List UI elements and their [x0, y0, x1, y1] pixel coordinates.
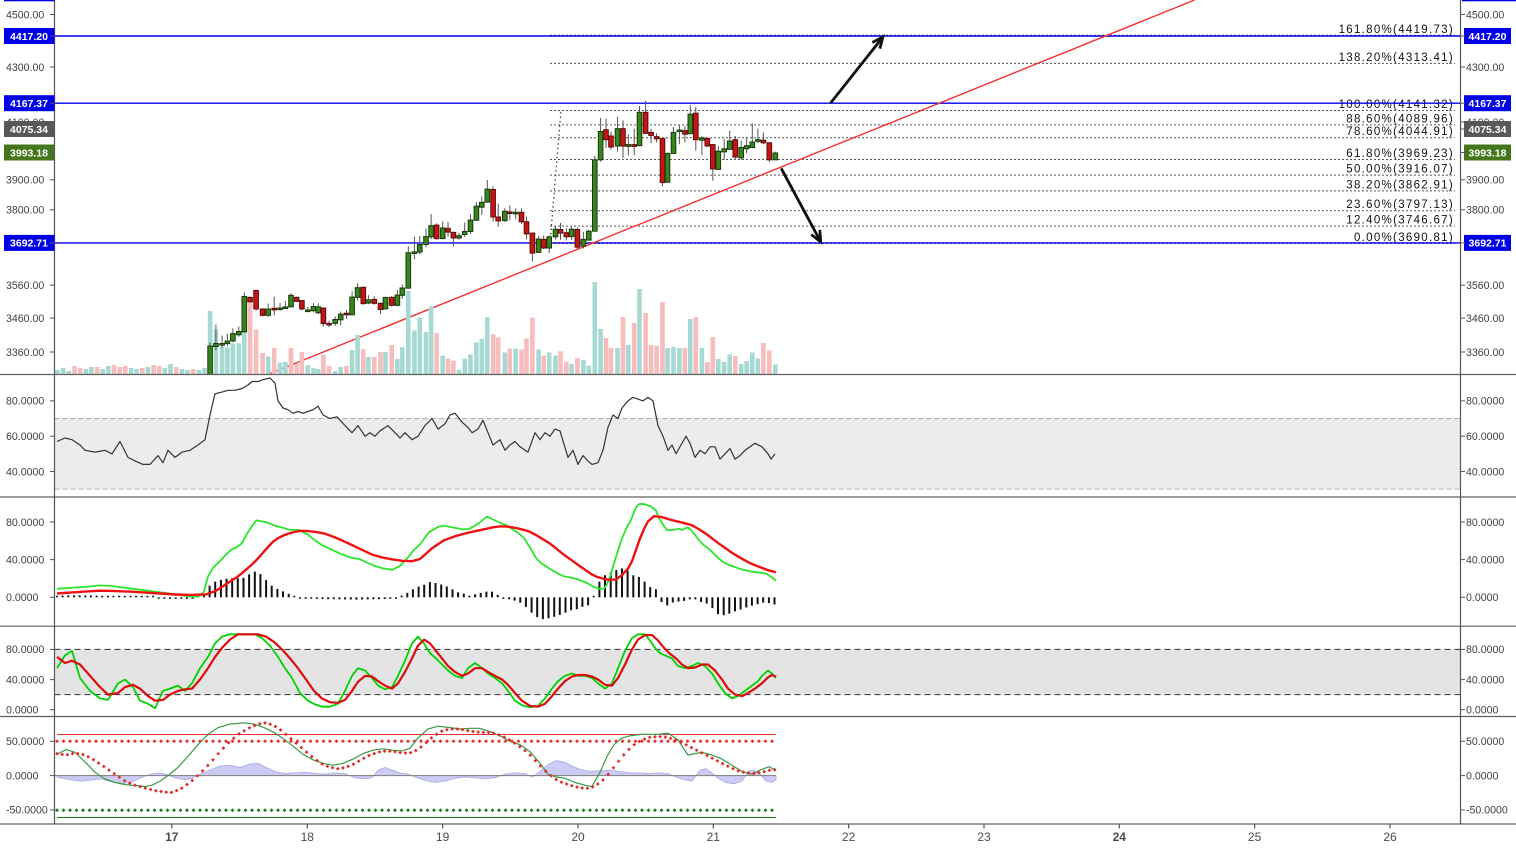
svg-text:0.0000: 0.0000: [1466, 705, 1499, 717]
svg-text:3692.71: 3692.71: [10, 238, 48, 250]
svg-text:3460.00: 3460.00: [6, 313, 44, 325]
svg-text:4500.00: 4500.00: [6, 9, 44, 21]
svg-text:0.0000: 0.0000: [6, 592, 39, 604]
svg-text:-50.0000: -50.0000: [6, 805, 48, 817]
svg-text:-50.0000: -50.0000: [1466, 805, 1508, 817]
svg-text:3800.00: 3800.00: [1466, 205, 1504, 217]
svg-text:3900.00: 3900.00: [6, 175, 44, 187]
svg-text:23: 23: [977, 830, 991, 844]
svg-text:24: 24: [1113, 830, 1127, 844]
svg-text:40.0000: 40.0000: [1466, 466, 1504, 478]
svg-text:0.00%(3690.81): 0.00%(3690.81): [1354, 232, 1454, 244]
svg-text:0.0000: 0.0000: [6, 770, 39, 782]
svg-text:17: 17: [165, 830, 179, 844]
svg-text:100.00%(4141.32): 100.00%(4141.32): [1339, 99, 1454, 111]
svg-text:19: 19: [436, 830, 450, 844]
svg-text:50.00%(3916.07): 50.00%(3916.07): [1346, 164, 1454, 176]
svg-text:3560.00: 3560.00: [1466, 280, 1504, 292]
svg-text:4167.37: 4167.37: [1469, 98, 1507, 110]
svg-text:3692.71: 3692.71: [1469, 238, 1507, 250]
svg-text:3360.00: 3360.00: [1466, 347, 1504, 359]
svg-text:3360.00: 3360.00: [6, 347, 44, 359]
svg-text:50.0000: 50.0000: [6, 736, 44, 748]
svg-text:80.0000: 80.0000: [1466, 644, 1504, 656]
svg-text:38.20%(3862.91): 38.20%(3862.91): [1346, 179, 1454, 191]
svg-text:23.60%(3797.13): 23.60%(3797.13): [1346, 199, 1454, 211]
svg-text:80.0000: 80.0000: [1466, 396, 1504, 408]
svg-text:22: 22: [842, 830, 856, 844]
svg-text:60.0000: 60.0000: [1466, 431, 1504, 443]
svg-text:0.0000: 0.0000: [1466, 770, 1499, 782]
svg-text:80.0000: 80.0000: [1466, 517, 1504, 529]
svg-text:20: 20: [571, 830, 585, 844]
svg-text:4500.00: 4500.00: [1466, 9, 1504, 21]
svg-text:60.0000: 60.0000: [6, 431, 44, 443]
svg-text:4300.00: 4300.00: [1466, 62, 1504, 74]
svg-text:40.0000: 40.0000: [1466, 674, 1504, 686]
svg-text:138.20%(4313.41): 138.20%(4313.41): [1339, 52, 1454, 64]
svg-text:0.0000: 0.0000: [1466, 592, 1499, 604]
svg-text:161.80%(4419.73): 161.80%(4419.73): [1339, 24, 1454, 36]
svg-text:50.0000: 50.0000: [1466, 736, 1504, 748]
svg-text:21: 21: [707, 830, 721, 844]
svg-text:3800.00: 3800.00: [6, 205, 44, 217]
svg-text:4300.00: 4300.00: [6, 62, 44, 74]
svg-text:40.0000: 40.0000: [6, 554, 44, 566]
svg-text:12.40%(3746.67): 12.40%(3746.67): [1346, 215, 1454, 227]
svg-text:88.60%(4089.96): 88.60%(4089.96): [1346, 113, 1454, 125]
svg-text:3460.00: 3460.00: [1466, 313, 1504, 325]
svg-text:3900.00: 3900.00: [1466, 175, 1504, 187]
svg-text:4417.20: 4417.20: [10, 31, 48, 43]
svg-text:3993.18: 3993.18: [1469, 147, 1507, 159]
svg-text:4417.20: 4417.20: [1469, 31, 1507, 43]
svg-text:80.0000: 80.0000: [6, 517, 44, 529]
svg-text:4167.37: 4167.37: [10, 98, 48, 110]
svg-text:25: 25: [1248, 830, 1262, 844]
svg-text:80.0000: 80.0000: [6, 396, 44, 408]
svg-text:80.0000: 80.0000: [6, 644, 44, 656]
svg-text:3560.00: 3560.00: [6, 280, 44, 292]
svg-text:26: 26: [1383, 830, 1397, 844]
svg-text:78.60%(4044.91): 78.60%(4044.91): [1346, 126, 1454, 138]
svg-text:4075.34: 4075.34: [10, 124, 48, 136]
svg-text:40.0000: 40.0000: [6, 674, 44, 686]
svg-text:61.80%(3969.23): 61.80%(3969.23): [1346, 148, 1454, 160]
svg-text:18: 18: [301, 830, 315, 844]
svg-text:40.0000: 40.0000: [6, 466, 44, 478]
svg-text:3993.18: 3993.18: [10, 147, 48, 159]
svg-text:40.0000: 40.0000: [1466, 554, 1504, 566]
svg-text:4075.34: 4075.34: [1469, 124, 1507, 136]
svg-text:0.0000: 0.0000: [6, 705, 39, 717]
